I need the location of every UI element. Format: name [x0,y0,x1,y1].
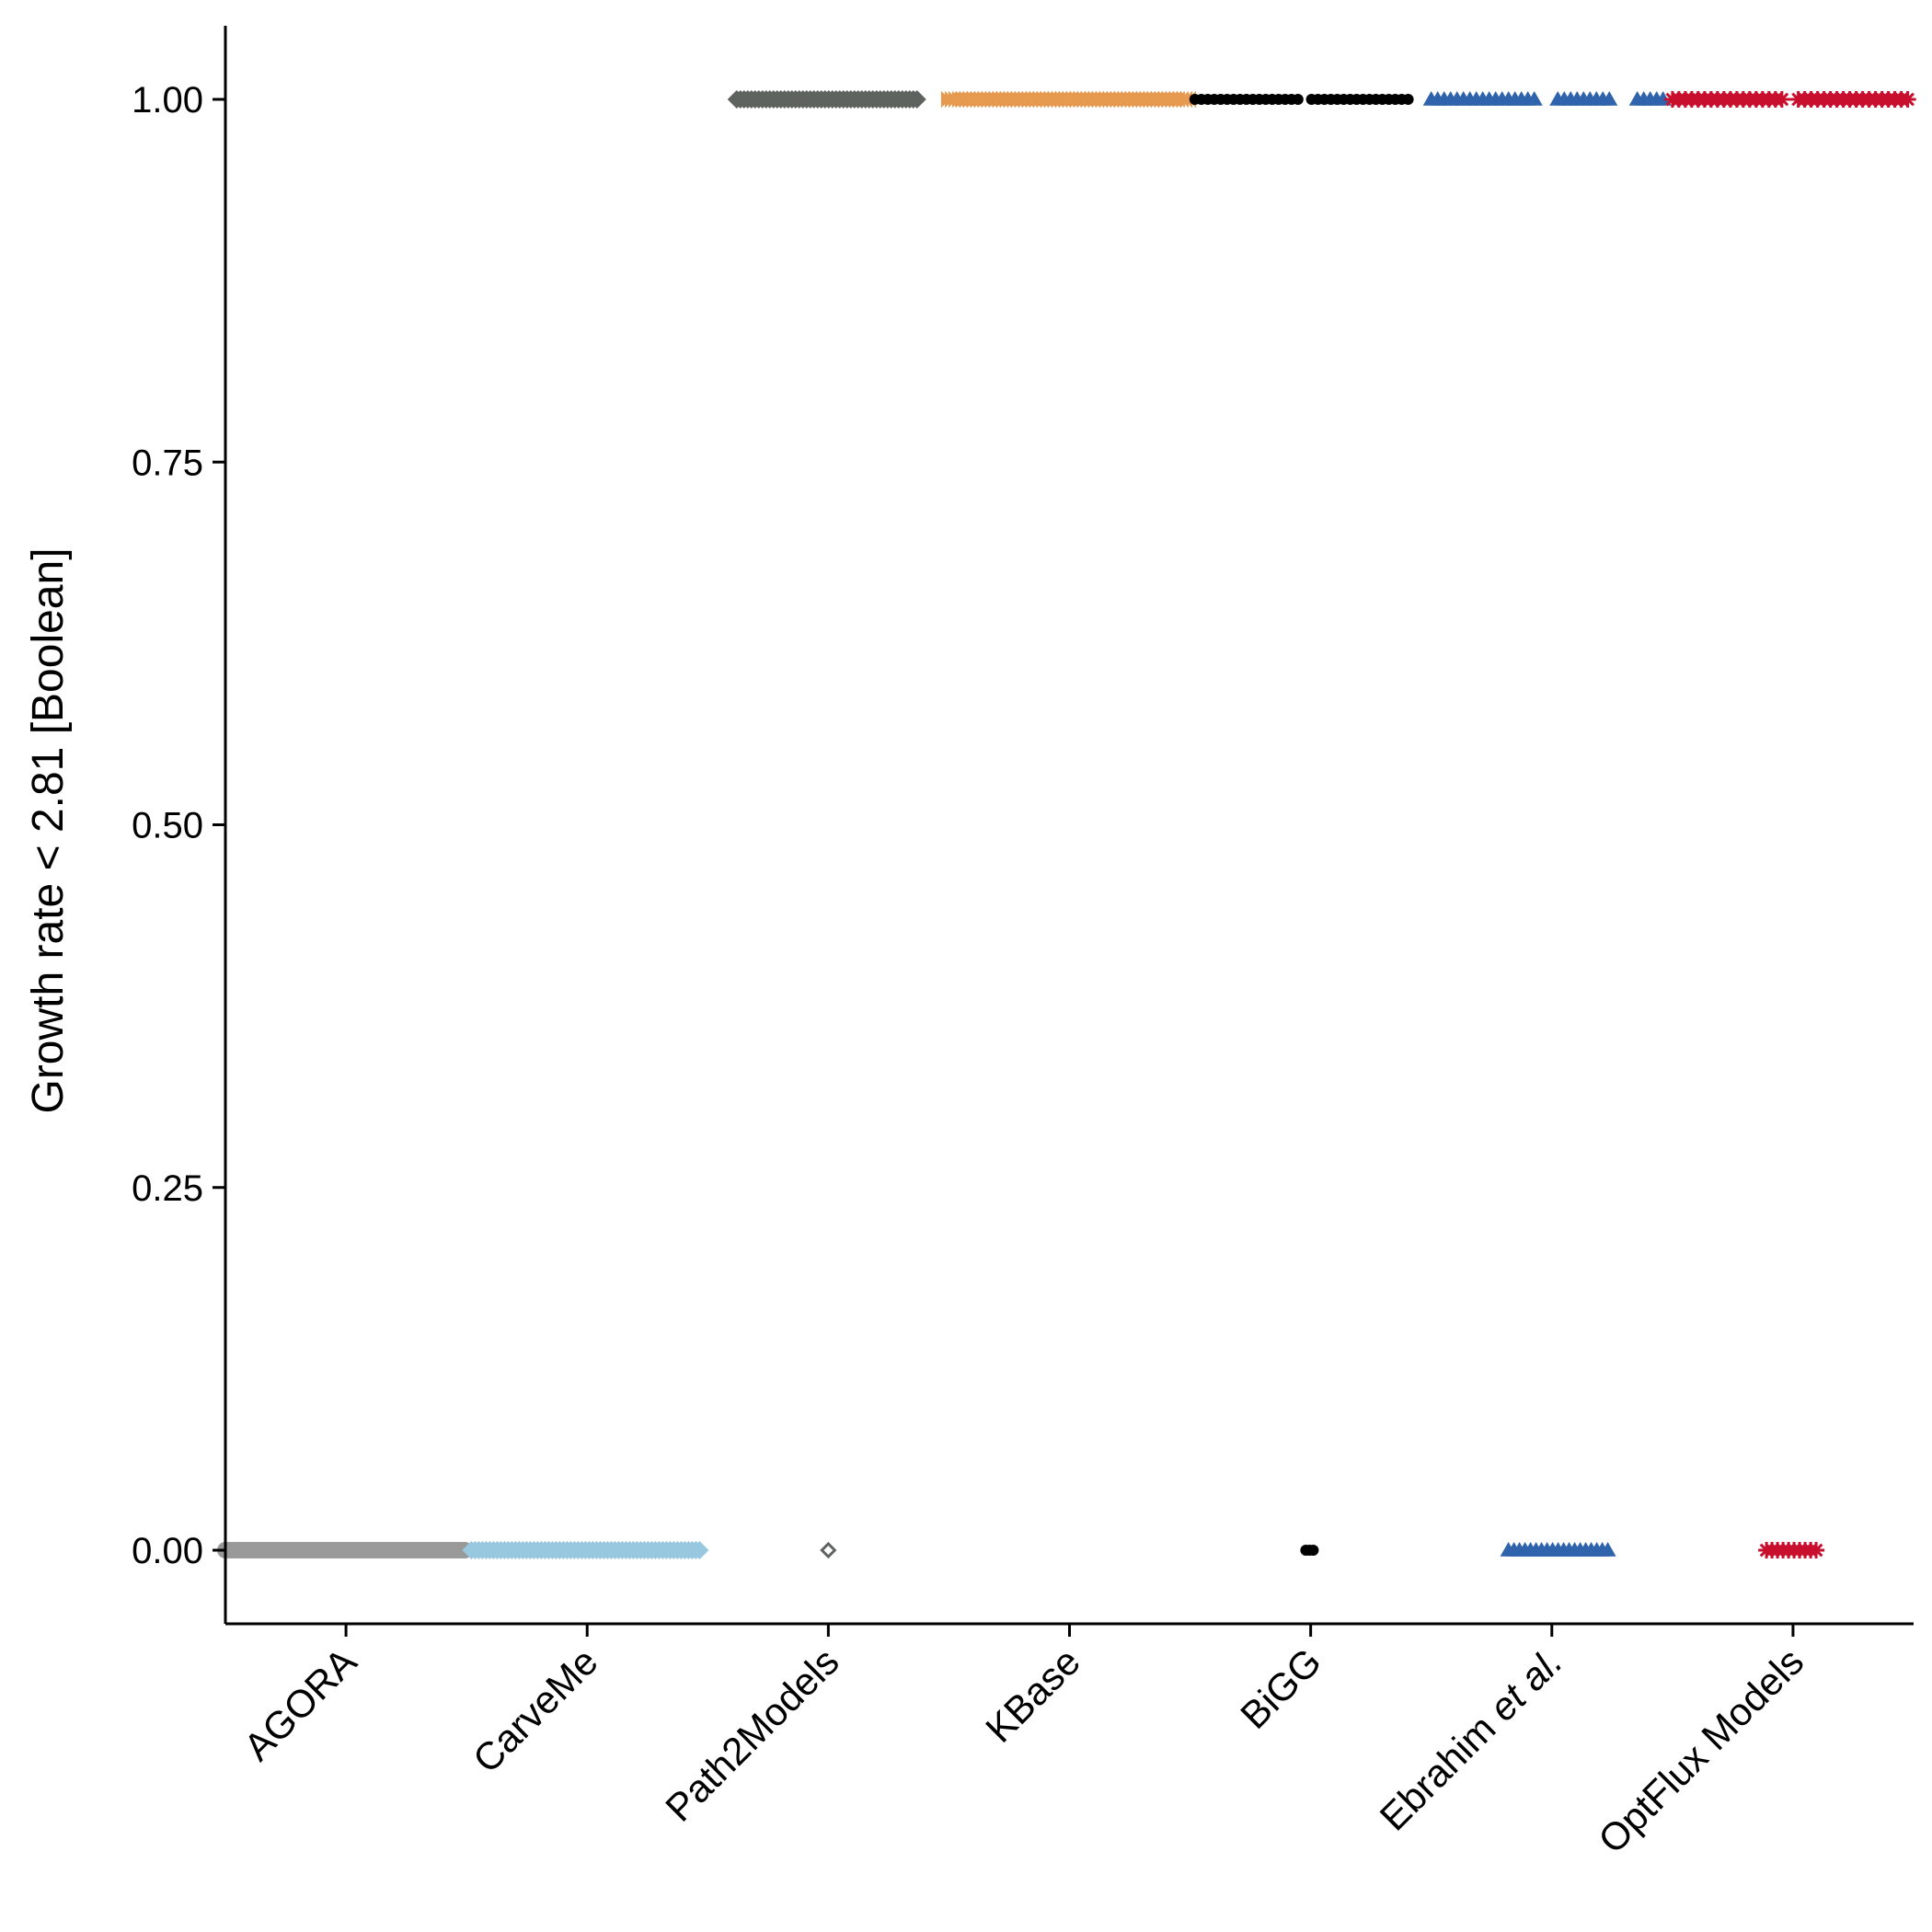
data-point [1307,1545,1319,1556]
category-label: Path2Models [657,1639,847,1830]
data-point [1808,1542,1825,1558]
y-tick-label: 0.00 [132,1531,203,1571]
category-label: CarveMe [465,1639,606,1781]
data-point [1601,91,1618,106]
axes: 0.00 0.25 0.50 0.75 1.00 AGORA CarveMe Path2Mod… [132,26,1914,1861]
data-point [820,1541,837,1559]
category-label: KBase [977,1639,1088,1751]
data-point [690,1541,709,1559]
data-point [1599,1542,1616,1557]
category-label: AGORA [236,1639,365,1769]
category-label: OptFlux Models [1590,1639,1811,1861]
data-point [1292,94,1304,105]
y-tick-label: 0.75 [132,443,203,483]
y-tick-label: 0.25 [132,1168,203,1209]
data-point [1654,91,1672,106]
data-points [217,90,1916,1559]
category-label: Ebrahim et al. [1372,1639,1570,1838]
y-tick-label: 0.50 [132,806,203,846]
category-label: BiGG [1232,1639,1329,1737]
data-point [1525,91,1543,106]
data-point [1402,94,1414,105]
data-point [1899,91,1916,108]
data-point [1773,91,1790,108]
data-point [907,90,926,109]
y-axis-title: Growth rate < 2.81 [Boolean] [24,547,73,1113]
y-tick-label: 1.00 [132,80,203,121]
